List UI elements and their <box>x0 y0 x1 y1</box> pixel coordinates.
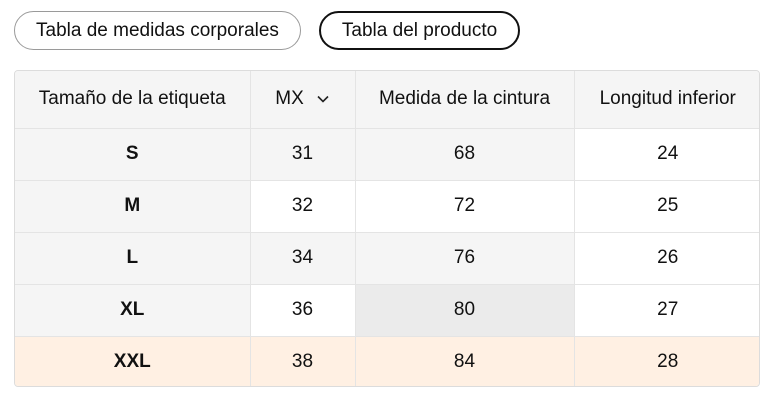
cell-waist: 72 <box>355 180 575 233</box>
header-unit[interactable]: MX <box>250 71 356 129</box>
cell-waist: 84 <box>355 336 575 386</box>
size-chart-tabs: Tabla de medidas corporales Tabla del pr… <box>14 11 521 50</box>
cell-mx: 36 <box>250 284 356 337</box>
cell-size: M <box>15 180 251 233</box>
chevron-down-icon <box>317 96 329 103</box>
tab-body-measurements[interactable]: Tabla de medidas corporales <box>14 11 301 50</box>
table-row-highlighted: XXL 38 84 28 <box>15 336 759 386</box>
unit-select-value: MX <box>275 88 304 110</box>
cell-mx: 32 <box>250 180 356 233</box>
cell-mx: 38 <box>250 336 356 386</box>
size-table: Tamaño de la etiqueta MX Medida de la ci… <box>15 71 759 386</box>
cell-bottom: 25 <box>574 180 759 233</box>
cell-mx: 34 <box>250 232 356 285</box>
cell-bottom: 26 <box>574 232 759 285</box>
header-size-label: Tamaño de la etiqueta <box>15 71 251 129</box>
table-row: S 31 68 24 <box>15 128 759 181</box>
cell-waist: 68 <box>355 128 575 181</box>
cell-size: S <box>15 128 251 181</box>
cell-waist: 76 <box>355 232 575 285</box>
cell-size: XL <box>15 284 251 337</box>
cell-size: L <box>15 232 251 285</box>
cell-waist: 80 <box>355 284 575 337</box>
cell-size: XXL <box>15 336 251 386</box>
header-waist: Medida de la cintura <box>355 71 575 129</box>
unit-select[interactable]: MX <box>275 88 330 110</box>
table-row: XL 36 80 27 <box>15 284 759 337</box>
cell-bottom: 28 <box>574 336 759 386</box>
table-row: L 34 76 26 <box>15 232 759 285</box>
cell-bottom: 24 <box>574 128 759 181</box>
table-header-row: Tamaño de la etiqueta MX Medida de la ci… <box>15 71 759 129</box>
tab-product-chart[interactable]: Tabla del producto <box>318 11 521 50</box>
cell-bottom: 27 <box>574 284 759 337</box>
header-bottom-length: Longitud inferior <box>574 71 759 129</box>
cell-mx: 31 <box>250 128 356 181</box>
table-row: M 32 72 25 <box>15 180 759 233</box>
size-table-container: Tamaño de la etiqueta MX Medida de la ci… <box>14 70 760 387</box>
